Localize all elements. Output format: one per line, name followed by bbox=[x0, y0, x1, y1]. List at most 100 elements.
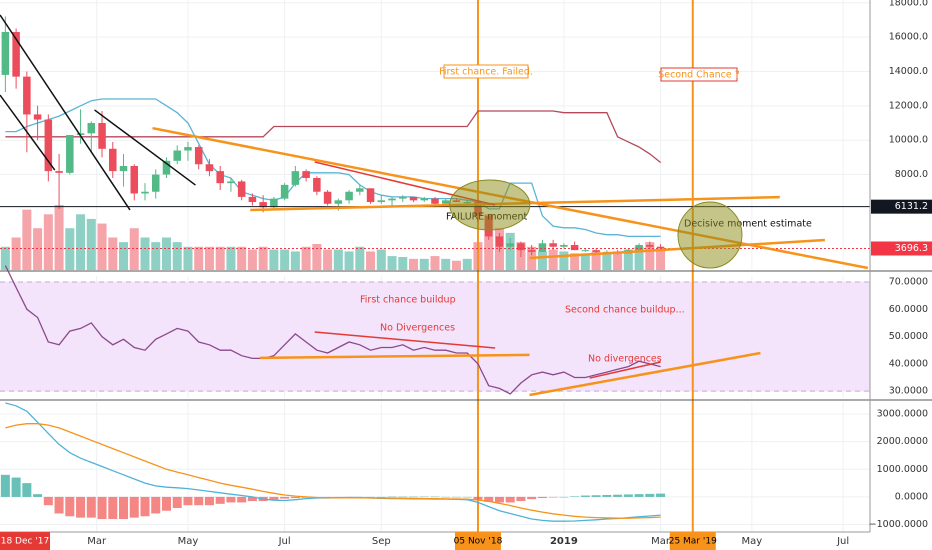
histogram-bar bbox=[172, 496, 182, 508]
histogram-bar bbox=[183, 496, 193, 506]
trend-line bbox=[0, 14, 131, 211]
histogram-bar bbox=[215, 496, 225, 504]
candle-body bbox=[248, 196, 257, 203]
x-tick-label: May bbox=[178, 536, 199, 547]
candle-body bbox=[98, 123, 106, 149]
candle-body bbox=[517, 243, 525, 251]
candle-body bbox=[656, 246, 665, 249]
histogram-bar bbox=[140, 496, 150, 517]
histogram-bar bbox=[505, 496, 515, 503]
candle-body bbox=[313, 177, 321, 192]
annotation: First chance buildup bbox=[360, 295, 456, 306]
volume-bar bbox=[65, 228, 75, 270]
volume-bar bbox=[108, 237, 118, 270]
histogram-bar bbox=[623, 494, 633, 497]
candle-body bbox=[431, 198, 439, 204]
trend-line bbox=[529, 351, 761, 397]
candle-body bbox=[55, 171, 63, 173]
indicator-line bbox=[5, 423, 661, 519]
histogram-bar bbox=[494, 496, 504, 503]
y-tick-label: 50.0000 bbox=[889, 331, 928, 342]
candle-body bbox=[420, 198, 429, 201]
volume-bar bbox=[333, 249, 343, 270]
volume-bar bbox=[623, 249, 633, 270]
volume-bar bbox=[537, 251, 547, 270]
histogram-bar bbox=[656, 493, 666, 497]
volume-bar bbox=[43, 214, 53, 270]
histogram-bar bbox=[484, 496, 494, 502]
highlight-ellipse bbox=[449, 179, 531, 231]
annotation: No Divergences bbox=[380, 323, 455, 334]
volume-bar bbox=[54, 205, 64, 270]
volume-bar bbox=[591, 251, 601, 270]
x-tick-label: Mar bbox=[651, 536, 671, 547]
price-label: 3696.3 bbox=[895, 243, 928, 254]
histogram-bar bbox=[247, 496, 257, 502]
y-tick-label: 8000.0 bbox=[895, 169, 928, 180]
crosshair-label: 18 Dec '17 bbox=[1, 537, 50, 547]
price-label: 6131.2 bbox=[895, 201, 928, 212]
candle-body bbox=[205, 164, 214, 172]
annotation-box bbox=[443, 64, 529, 79]
annotation: Second Chance ? bbox=[658, 70, 740, 81]
candle-body bbox=[366, 188, 375, 203]
time-label-box bbox=[669, 532, 716, 550]
y-tick-label: 16000.0 bbox=[889, 32, 928, 43]
volume-bar bbox=[387, 256, 397, 270]
indicator-line bbox=[5, 98, 661, 238]
volume-bar bbox=[33, 228, 43, 270]
candle-body bbox=[399, 196, 407, 199]
histogram-bar bbox=[226, 496, 236, 503]
volume-bar bbox=[76, 214, 86, 270]
y-tick-label: 18000.0 bbox=[889, 0, 928, 8]
annotation: First chance. Failed. bbox=[439, 67, 533, 78]
volume-bar bbox=[119, 242, 129, 270]
indicator-line bbox=[4, 265, 661, 395]
y-tick-label: 60.0000 bbox=[889, 304, 928, 315]
candle-body bbox=[291, 171, 300, 185]
histogram-bar bbox=[537, 496, 547, 499]
volume-bar bbox=[269, 249, 279, 270]
volume-bar bbox=[559, 251, 569, 270]
histogram-bar bbox=[151, 496, 161, 514]
histogram-bar bbox=[548, 496, 558, 498]
candle-body bbox=[119, 165, 128, 172]
volume-bar bbox=[215, 246, 225, 270]
background-layer bbox=[0, 0, 870, 532]
candle-body bbox=[280, 184, 289, 199]
volume-bar bbox=[280, 249, 290, 270]
volume-bar bbox=[290, 251, 300, 270]
histogram-bar bbox=[409, 496, 419, 498]
candle-body bbox=[646, 245, 654, 247]
candle-body bbox=[495, 236, 504, 247]
candle-body bbox=[560, 245, 568, 247]
time-label: 25 Mar '19 bbox=[669, 537, 717, 547]
histogram-bar bbox=[645, 493, 655, 497]
volume-bar bbox=[140, 237, 150, 270]
histogram-bar bbox=[97, 496, 107, 520]
histogram-bar bbox=[204, 496, 214, 506]
candle-body bbox=[141, 191, 149, 194]
candle-body bbox=[87, 123, 96, 134]
histogram-bar bbox=[0, 474, 10, 497]
y-tick-label: 0.0000 bbox=[895, 491, 928, 502]
highlight-ellipse bbox=[677, 201, 743, 269]
volume-bar bbox=[419, 258, 429, 270]
histogram-bar bbox=[194, 496, 204, 506]
candle-body bbox=[130, 165, 139, 194]
histogram-bar bbox=[387, 496, 397, 498]
volume-bar bbox=[344, 251, 354, 270]
y-tick-label: 2000.0000 bbox=[877, 436, 928, 447]
y-tick-label: 12000.0 bbox=[889, 100, 928, 111]
price-label-box bbox=[871, 199, 932, 214]
histogram-bar bbox=[161, 496, 171, 511]
candle-body bbox=[635, 245, 643, 251]
candle-body bbox=[194, 147, 203, 165]
trend-line bbox=[314, 331, 496, 349]
trend-line bbox=[0, 94, 56, 171]
candle-body bbox=[323, 191, 332, 204]
histogram-bar bbox=[76, 496, 86, 518]
histogram-bar bbox=[441, 496, 451, 498]
